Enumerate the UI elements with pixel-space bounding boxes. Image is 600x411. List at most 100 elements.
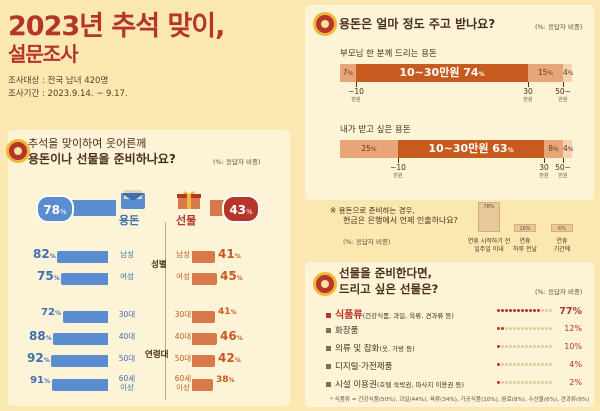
gift-dot (545, 381, 548, 384)
amount-tick (528, 82, 529, 87)
gift-dot (501, 381, 504, 384)
gift-dot (505, 381, 508, 384)
money-value: 75% (37, 269, 60, 283)
gift-item-value: 2% (569, 378, 582, 387)
cash-bar-value: 78% (483, 204, 495, 210)
question-badge-icon (6, 139, 30, 163)
age-group-label: 연령대 (145, 350, 169, 360)
money-value: 82% (33, 247, 56, 261)
gift-item-value: 12% (564, 324, 582, 333)
gift-dot (521, 381, 524, 384)
gift-item-name: 의류 및 잡화 (335, 344, 380, 354)
gift-list-item: 식품류(건강식품, 과일, 육류, 견과류 등) (326, 306, 454, 321)
amount-tick-label: 50~ (555, 87, 571, 96)
gift-dot (541, 327, 544, 330)
gift-value: 38% (216, 375, 235, 385)
gift-dot (549, 309, 552, 312)
amount-tick-unit: 만원 (393, 173, 403, 179)
amount-question: 용돈은 얼마 정도 주고 받나요? (339, 17, 496, 31)
money-label: 용돈 (119, 214, 140, 227)
cash-bar-label-2: 기간에 (553, 246, 571, 253)
gift-list-item: 디지털·가전제품 (326, 360, 392, 375)
gift-item-value: 77% (559, 306, 582, 317)
gift-item-name: 식품류 (335, 310, 363, 321)
money-category-label: 40대 (118, 332, 136, 341)
gift-unit-note: (%: 응답자 비중) (535, 288, 583, 296)
gift-dot (505, 363, 508, 366)
gift-bar (192, 273, 217, 285)
gift-dot (513, 381, 516, 384)
amount-tick (398, 158, 399, 163)
cash-bar (551, 224, 573, 232)
gift-item-name: 화장품 (335, 326, 359, 336)
money-bar (57, 251, 108, 263)
cash-bar (514, 224, 536, 232)
gift-dot (537, 327, 540, 330)
gift-dot (545, 345, 548, 348)
amount-tick-label: 30 (523, 87, 533, 96)
gift-dot (501, 309, 504, 312)
amount-segment: 15% (528, 64, 563, 82)
gift-box-icon (176, 190, 202, 214)
gift-dot (529, 327, 532, 330)
left-unit-note: (%: 응답자 비중) (213, 158, 261, 166)
gift-category-label: 남성 (176, 250, 190, 259)
gift-dot (545, 309, 548, 312)
gift-category-label-2: 이상 (176, 383, 190, 392)
gift-dot (501, 363, 504, 366)
gift-dot (517, 363, 520, 366)
gift-item-name: 시설 이용권 (335, 380, 377, 390)
gift-footnote: * 식품류 = 건강식품(50%), 과일(44%), 육류(34%), 가공식… (330, 397, 590, 403)
gift-dot (525, 309, 528, 312)
money-category-label-1: 60세 (118, 374, 136, 383)
cash-bar-value: 16% (519, 226, 531, 232)
amount-segment: 25% (340, 140, 398, 158)
gift-dot (509, 363, 512, 366)
cash-bar-label-2: 하루 전날 (513, 246, 537, 253)
gift-list-item: 화장품 (326, 324, 358, 339)
gift-dot (505, 345, 508, 348)
cash-note: ※ 용돈으로 준비하는 경우, (330, 206, 415, 215)
gift-list-item: 의류 및 잡화(옷, 가방 등) (326, 342, 415, 357)
page-subtitle: 설문조사 (8, 42, 79, 66)
gift-item-detail: (호텔 숙박권, 마사지 이용권 등) (376, 381, 464, 389)
cash-bar-value: 6% (558, 226, 566, 232)
gift-dot (533, 363, 536, 366)
money-category-label: 30대 (118, 310, 136, 319)
gift-item-name: 디지털·가전제품 (335, 362, 393, 372)
gift-bar (192, 379, 213, 391)
gift-dot (521, 345, 524, 348)
gift-dot (533, 381, 536, 384)
gift-dot (513, 309, 516, 312)
question-badge-icon (313, 272, 337, 296)
gift-dot (521, 363, 524, 366)
gift-category-label: 30대 (174, 310, 192, 319)
money-category-label: 50대 (118, 354, 136, 363)
amount-row-label: 부모님 한 분께 드리는 용돈 (340, 49, 437, 59)
list-bullet-icon (326, 328, 331, 333)
gift-item-value: 10% (564, 342, 582, 351)
survey-target: 조사대상 : 전국 남녀 420명 (8, 76, 109, 86)
list-bullet-icon (326, 382, 331, 387)
gift-value: 45% (220, 269, 243, 283)
gift-dot-bar (497, 363, 553, 369)
gift-dot (537, 363, 540, 366)
amount-unit-note: (%: 응답자 비중) (535, 23, 583, 31)
money-bar (61, 273, 108, 285)
gift-dot (497, 327, 500, 330)
gift-dot (541, 363, 544, 366)
amount-tick-unit: 만원 (351, 97, 361, 103)
gift-category-label: 50대 (174, 354, 192, 363)
amount-tick-label: ~10 (390, 163, 406, 172)
gift-dot (505, 327, 508, 330)
money-value: 91% (30, 375, 50, 386)
amount-segment: 10~30만원 63% (398, 140, 544, 158)
amount-segment: 4% (563, 140, 573, 158)
gift-dot (549, 381, 552, 384)
gift-dot (525, 363, 528, 366)
money-total-pill: 78% (36, 195, 74, 223)
amount-segment: 8% (544, 140, 563, 158)
gift-category-label: 40대 (174, 332, 192, 341)
gender-group-label: 성별 (151, 260, 167, 270)
left-question-line2: 용돈이나 선물을 준비하나요? (28, 152, 176, 166)
